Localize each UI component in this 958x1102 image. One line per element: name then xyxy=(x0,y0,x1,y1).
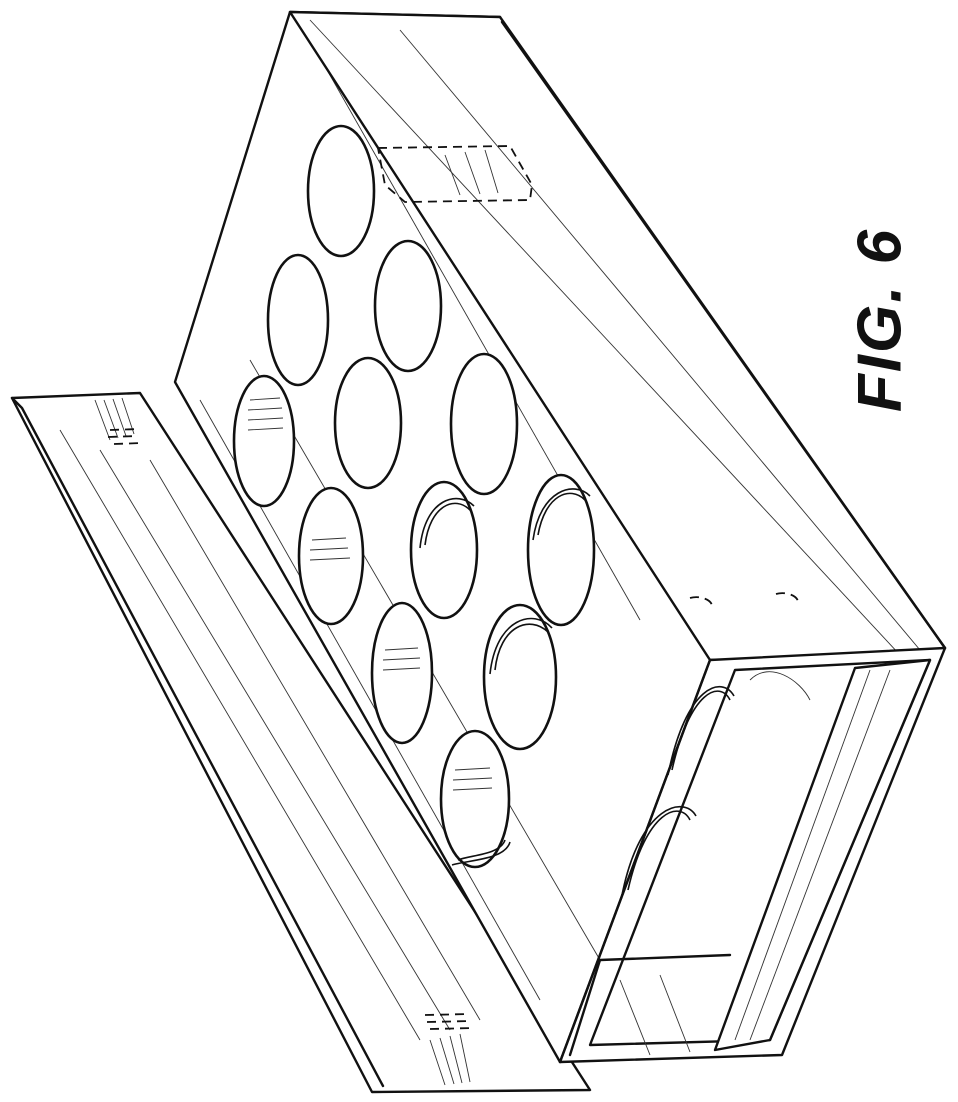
cup-hole xyxy=(268,255,328,385)
cup-hole xyxy=(528,475,594,625)
cup-hole xyxy=(335,358,401,488)
cup-hole xyxy=(372,603,432,743)
cup-hole xyxy=(299,488,363,624)
cup-hole xyxy=(375,241,441,371)
cup-hole xyxy=(441,731,509,867)
cup-hole xyxy=(234,376,294,506)
cup-hole xyxy=(451,354,517,494)
figure-label: FIG. 6 xyxy=(845,228,916,412)
cup-hole xyxy=(308,126,374,256)
